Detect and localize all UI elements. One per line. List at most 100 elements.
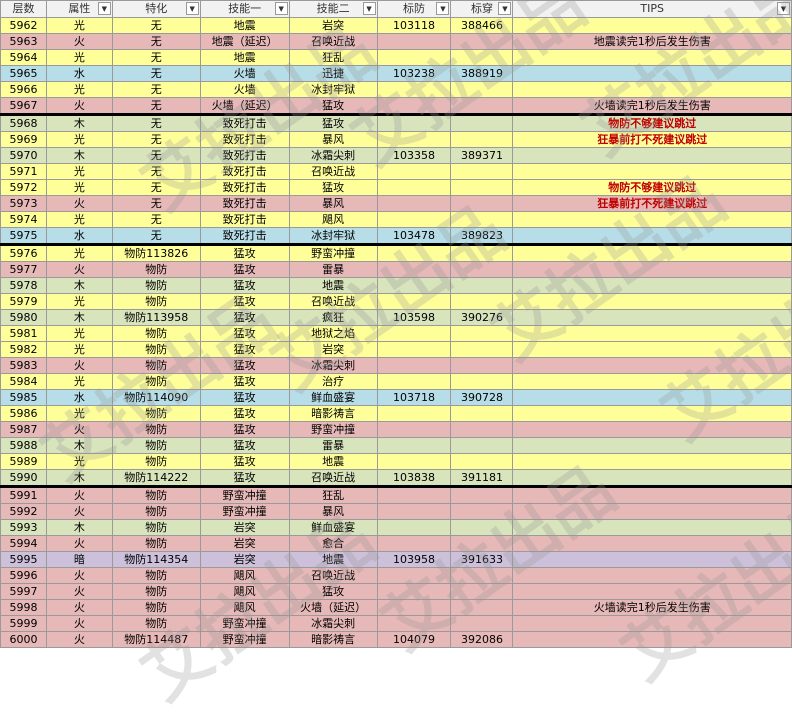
skill-one-cell[interactable]: 猛攻 [199, 261, 290, 278]
floor-cell[interactable]: 5984 [0, 373, 47, 390]
skill-one-cell[interactable]: 野蛮冲撞 [199, 631, 290, 648]
defense-cell[interactable] [376, 519, 452, 536]
specialization-cell[interactable]: 无 [111, 195, 201, 212]
penetration-cell[interactable]: 391633 [450, 551, 514, 568]
skill-two-cell[interactable]: 冰封牢狱 [288, 81, 378, 98]
floor-cell[interactable]: 5965 [0, 65, 47, 82]
floor-cell[interactable]: 5999 [0, 615, 47, 632]
skill-two-cell[interactable]: 狂乱 [288, 49, 378, 66]
skill-two-cell[interactable]: 雷暴 [288, 261, 378, 278]
tips-cell[interactable] [512, 243, 792, 262]
specialization-cell[interactable]: 无 [111, 211, 201, 228]
skill-two-cell[interactable]: 地震 [288, 277, 378, 294]
filter-dropdown-icon[interactable]: ▼ [498, 2, 512, 15]
skill-two-cell[interactable]: 冰霜尖刺 [288, 147, 378, 164]
penetration-cell[interactable] [450, 519, 514, 536]
penetration-cell[interactable] [450, 357, 514, 374]
specialization-cell[interactable]: 无 [111, 163, 201, 180]
penetration-cell[interactable]: 388919 [450, 65, 514, 82]
floor-cell[interactable]: 5970 [0, 147, 47, 164]
defense-cell[interactable] [376, 211, 452, 228]
filter-dropdown-icon[interactable]: ▼ [362, 2, 376, 15]
header-penetration[interactable]: 标穿 ▼ [450, 0, 514, 18]
floor-cell[interactable]: 5987 [0, 421, 47, 438]
attribute-cell[interactable]: 光 [45, 131, 113, 148]
skill-two-cell[interactable]: 召唤近战 [288, 469, 378, 487]
defense-cell[interactable] [376, 293, 452, 310]
skill-two-cell[interactable]: 疯狂 [288, 309, 378, 326]
floor-cell[interactable]: 5983 [0, 357, 47, 374]
floor-cell[interactable]: 5997 [0, 583, 47, 600]
attribute-cell[interactable]: 光 [45, 453, 113, 470]
specialization-cell[interactable]: 物防 [111, 599, 201, 616]
attribute-cell[interactable]: 光 [45, 243, 113, 262]
defense-cell[interactable] [376, 421, 452, 438]
filter-dropdown-icon[interactable]: ▼ [777, 2, 790, 15]
skill-two-cell[interactable]: 暴风 [288, 131, 378, 148]
defense-cell[interactable]: 103238 [376, 65, 452, 82]
attribute-cell[interactable]: 火 [45, 97, 113, 115]
header-tips[interactable]: TIPS ▼ [512, 0, 792, 18]
skill-two-cell[interactable]: 野蛮冲撞 [288, 243, 378, 262]
defense-cell[interactable]: 103718 [376, 389, 452, 406]
tips-cell[interactable] [512, 469, 792, 487]
skill-two-cell[interactable]: 猛攻 [288, 113, 378, 132]
tips-cell[interactable]: 物防不够建议跳过 [512, 179, 792, 196]
floor-cell[interactable]: 6000 [0, 631, 47, 648]
defense-cell[interactable]: 103598 [376, 309, 452, 326]
skill-two-cell[interactable]: 冰霜尖刺 [288, 357, 378, 374]
floor-cell[interactable]: 5968 [0, 113, 47, 132]
attribute-cell[interactable]: 木 [45, 277, 113, 294]
penetration-cell[interactable] [450, 599, 514, 616]
floor-cell[interactable]: 5991 [0, 485, 47, 504]
specialization-cell[interactable]: 物防 [111, 341, 201, 358]
skill-two-cell[interactable]: 召唤近战 [288, 293, 378, 310]
tips-cell[interactable] [512, 583, 792, 600]
defense-cell[interactable] [376, 97, 452, 115]
defense-cell[interactable] [376, 503, 452, 520]
tips-cell[interactable] [512, 309, 792, 326]
penetration-cell[interactable]: 391181 [450, 469, 514, 487]
tips-cell[interactable] [512, 261, 792, 278]
specialization-cell[interactable]: 无 [111, 227, 201, 245]
specialization-cell[interactable]: 无 [111, 33, 201, 50]
specialization-cell[interactable]: 物防 [111, 503, 201, 520]
specialization-cell[interactable]: 无 [111, 131, 201, 148]
attribute-cell[interactable]: 水 [45, 227, 113, 245]
attribute-cell[interactable]: 火 [45, 421, 113, 438]
specialization-cell[interactable]: 无 [111, 49, 201, 66]
defense-cell[interactable] [376, 373, 452, 390]
defense-cell[interactable]: 103358 [376, 147, 452, 164]
tips-cell[interactable] [512, 17, 792, 34]
defense-cell[interactable] [376, 277, 452, 294]
tips-cell[interactable] [512, 341, 792, 358]
penetration-cell[interactable] [450, 503, 514, 520]
penetration-cell[interactable] [450, 97, 514, 115]
skill-one-cell[interactable]: 致死打击 [199, 211, 290, 228]
skill-one-cell[interactable]: 猛攻 [199, 437, 290, 454]
tips-cell[interactable] [512, 65, 792, 82]
attribute-cell[interactable]: 木 [45, 519, 113, 536]
penetration-cell[interactable] [450, 179, 514, 196]
attribute-cell[interactable]: 木 [45, 113, 113, 132]
floor-cell[interactable]: 5981 [0, 325, 47, 342]
attribute-cell[interactable]: 木 [45, 437, 113, 454]
attribute-cell[interactable]: 火 [45, 615, 113, 632]
penetration-cell[interactable] [450, 81, 514, 98]
attribute-cell[interactable]: 火 [45, 583, 113, 600]
skill-two-cell[interactable]: 火墙（延迟） [288, 599, 378, 616]
skill-one-cell[interactable]: 飓风 [199, 599, 290, 616]
defense-cell[interactable] [376, 567, 452, 584]
defense-cell[interactable] [376, 243, 452, 262]
penetration-cell[interactable] [450, 195, 514, 212]
skill-one-cell[interactable]: 野蛮冲撞 [199, 503, 290, 520]
specialization-cell[interactable]: 物防 [111, 535, 201, 552]
tips-cell[interactable] [512, 357, 792, 374]
penetration-cell[interactable] [450, 341, 514, 358]
defense-cell[interactable] [376, 599, 452, 616]
tips-cell[interactable] [512, 405, 792, 422]
skill-two-cell[interactable]: 猛攻 [288, 583, 378, 600]
skill-two-cell[interactable]: 雷暴 [288, 437, 378, 454]
defense-cell[interactable] [376, 179, 452, 196]
skill-two-cell[interactable]: 岩突 [288, 341, 378, 358]
